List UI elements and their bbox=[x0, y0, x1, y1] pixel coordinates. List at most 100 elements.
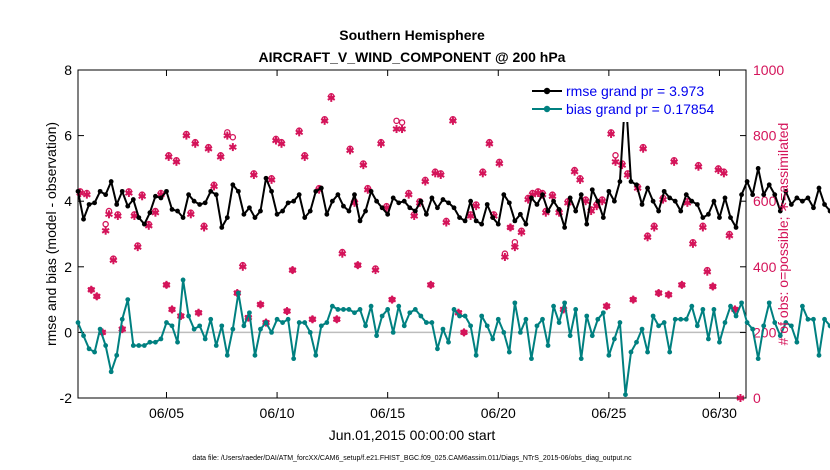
obs-assimilated-point bbox=[113, 211, 122, 220]
rmse-point bbox=[479, 221, 485, 227]
rmse-point bbox=[739, 192, 744, 198]
rmse-point bbox=[634, 182, 639, 188]
rmse-point bbox=[523, 221, 529, 227]
chart-title: Southern Hemisphere bbox=[339, 27, 485, 43]
rmse-point bbox=[352, 192, 357, 198]
obs-assimilated-point bbox=[736, 394, 745, 402]
obs-possible-point bbox=[229, 133, 237, 141]
chart-subtitle: AIRCRAFT_V_WIND_COMPONENT @ 200 hPa bbox=[259, 49, 566, 65]
bias-point bbox=[512, 300, 518, 306]
rmse-point bbox=[385, 211, 391, 217]
rmse-point bbox=[661, 188, 667, 194]
bias-point bbox=[302, 320, 308, 325]
obs-assimilated-point bbox=[460, 328, 468, 337]
rmse-point bbox=[451, 205, 457, 211]
rmse-point bbox=[158, 195, 164, 201]
rmse-point bbox=[302, 215, 308, 221]
bias-point bbox=[390, 330, 396, 335]
obs-assimilated-point bbox=[194, 308, 203, 317]
obs-assimilated-point bbox=[124, 189, 133, 197]
obs-possible-point bbox=[612, 152, 619, 159]
rmse-point bbox=[241, 211, 247, 217]
obs-assimilated-point bbox=[267, 175, 276, 184]
obs-assimilated-point bbox=[442, 218, 451, 227]
obs-assimilated-point bbox=[191, 139, 200, 148]
rmse-point bbox=[540, 192, 545, 198]
rmse-point bbox=[512, 218, 518, 224]
bias-point bbox=[589, 333, 595, 339]
bias-point bbox=[628, 349, 634, 355]
bias-point bbox=[484, 323, 490, 329]
bias-point bbox=[656, 323, 662, 329]
bias-point bbox=[634, 339, 639, 345]
bias-point bbox=[545, 343, 551, 348]
rmse-point bbox=[407, 205, 413, 211]
bias-point bbox=[269, 330, 274, 335]
rmse-point bbox=[556, 207, 562, 212]
obs-assimilated-point bbox=[249, 170, 258, 179]
legend-bias-marker bbox=[543, 105, 551, 113]
obs-assimilated-point bbox=[186, 210, 195, 219]
y-right-tick-label: 0 bbox=[753, 390, 761, 406]
bias-point bbox=[506, 349, 512, 355]
bias-point bbox=[822, 316, 827, 322]
obs-assimilated-point bbox=[576, 175, 585, 184]
obs-assimilated-point bbox=[421, 177, 430, 186]
rmse-point bbox=[783, 188, 789, 194]
rmse-point bbox=[628, 179, 634, 184]
bias-point bbox=[158, 336, 164, 342]
rmse-point bbox=[197, 202, 203, 207]
bias-point bbox=[517, 330, 523, 335]
rmse-point bbox=[202, 200, 208, 206]
obs-assimilated-point bbox=[277, 139, 286, 148]
obs-assimilated-point bbox=[353, 261, 362, 270]
bias-point bbox=[324, 320, 330, 325]
obs-assimilated-point bbox=[629, 295, 638, 304]
obs-assimilated-point bbox=[466, 211, 475, 220]
rmse-point bbox=[473, 218, 479, 224]
legend-rmse-marker bbox=[543, 87, 551, 95]
rmse-point bbox=[506, 200, 512, 206]
bias-point bbox=[678, 316, 684, 322]
bias-point bbox=[490, 336, 496, 342]
obs-assimilated-point bbox=[210, 182, 219, 191]
obs-assimilated-point bbox=[295, 128, 304, 137]
obs-assimilated-point bbox=[500, 252, 509, 261]
rmse-point bbox=[777, 208, 783, 214]
obs-assimilated-point bbox=[168, 305, 176, 314]
bias-point bbox=[191, 326, 197, 332]
rmse-point bbox=[329, 198, 335, 204]
bias-point bbox=[744, 320, 750, 325]
bias-point bbox=[153, 339, 158, 345]
rmse-point bbox=[114, 202, 120, 207]
rmse-point bbox=[313, 188, 319, 194]
bias-point bbox=[700, 307, 706, 312]
obs-assimilated-point bbox=[654, 289, 663, 298]
rmse-point bbox=[136, 215, 142, 221]
bias-point bbox=[103, 343, 109, 348]
rmse-point bbox=[595, 198, 601, 204]
rmse-point bbox=[213, 192, 219, 198]
obs-assimilated-point bbox=[510, 243, 519, 252]
bias-point bbox=[600, 310, 606, 316]
obs-assimilated-point bbox=[308, 315, 317, 324]
y-right-tick-label: 1000 bbox=[753, 62, 784, 78]
obs-assimilated-point bbox=[472, 202, 481, 211]
bias-point bbox=[800, 303, 805, 309]
bias-point bbox=[374, 333, 380, 339]
bias-point bbox=[169, 323, 175, 329]
rmse-point bbox=[108, 179, 114, 184]
rmse-point bbox=[324, 211, 330, 217]
rmse-point bbox=[578, 192, 584, 198]
x-tick-label: 06/20 bbox=[481, 405, 516, 421]
obs-assimilated-point bbox=[602, 302, 611, 311]
y-tick-label: -2 bbox=[60, 390, 73, 406]
rmse-point bbox=[374, 198, 380, 204]
rmse-point bbox=[573, 208, 579, 214]
obs-assimilated-point bbox=[82, 190, 91, 199]
rmse-point bbox=[423, 211, 429, 217]
bias-point bbox=[114, 352, 120, 358]
bias-point bbox=[650, 313, 656, 319]
